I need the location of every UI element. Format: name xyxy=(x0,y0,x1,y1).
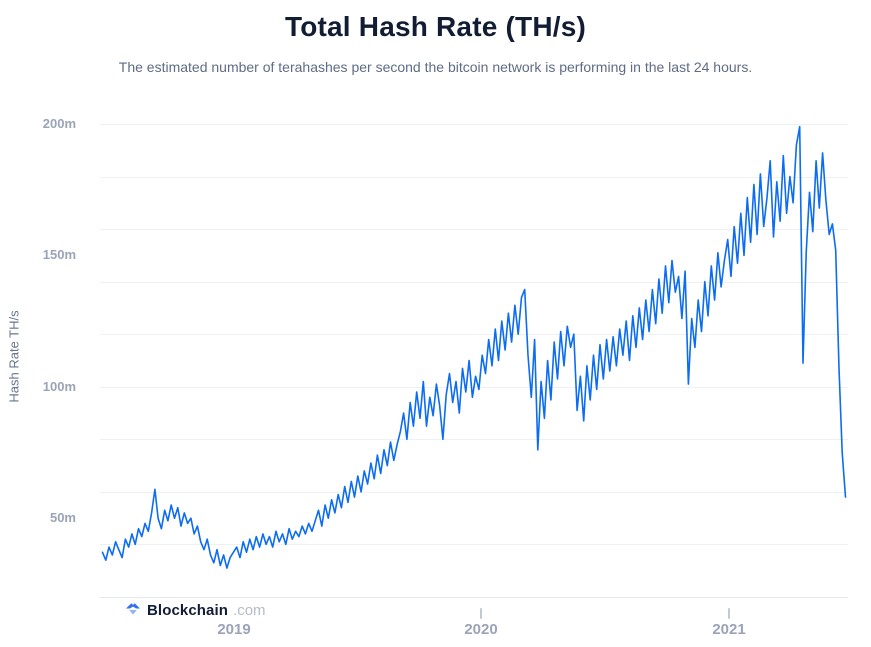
y-axis-label-150m: 150m xyxy=(42,247,76,262)
x-tick-2021 xyxy=(728,608,730,619)
x-axis-label-2021: 2021 xyxy=(712,621,746,638)
page-title: Total Hash Rate (TH/s) xyxy=(284,11,587,42)
y-axis-labels: 50m 100m 150m 200m xyxy=(0,0,76,647)
hash-rate-line xyxy=(101,125,847,569)
blockchain-logo[interactable]: Blockchain .com xyxy=(124,601,266,619)
y-axis-label-50m: 50m xyxy=(49,510,76,525)
gridline-160m xyxy=(100,229,848,231)
hash-rate-line-svg[interactable] xyxy=(100,124,848,597)
logo-brand-text: Blockchain xyxy=(147,601,229,619)
x-tick-2020 xyxy=(480,608,482,619)
gridline-180m xyxy=(100,176,848,178)
gridline-200m xyxy=(100,124,848,125)
gridline-40m xyxy=(100,544,848,546)
gridline-140m xyxy=(100,281,848,283)
y-axis-label-100m: 100m xyxy=(42,379,76,394)
gridline-80m xyxy=(100,439,848,441)
gridline-60m xyxy=(100,491,848,493)
y-axis-label-200m: 200m xyxy=(42,116,76,131)
plot-area[interactable] xyxy=(100,124,848,598)
chart-subtitle: The estimated number of terahashes per s… xyxy=(118,59,753,75)
logo-tld-text: .com xyxy=(233,601,266,619)
gridline-120m xyxy=(100,334,848,336)
blockchain-diamond-icon xyxy=(126,603,140,615)
x-axis-label-2019: 2019 xyxy=(217,621,251,638)
x-axis-label-2020: 2020 xyxy=(464,621,498,638)
